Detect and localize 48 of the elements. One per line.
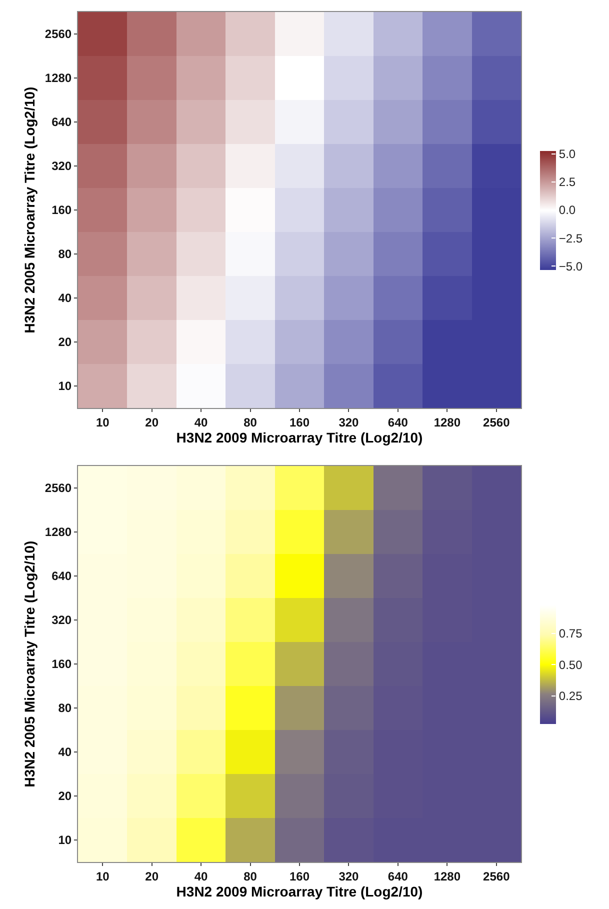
x-tick-label: 20 xyxy=(145,869,159,884)
color-bar-label: 0.75 xyxy=(558,626,583,641)
x-tick-label: 10 xyxy=(96,415,110,430)
x-tick-label: 10 xyxy=(96,869,110,884)
y-tick-label: 20 xyxy=(58,335,72,350)
color-bar-label: 2.5 xyxy=(558,175,576,190)
x-tick-label: 320 xyxy=(338,415,360,430)
x-tick-label: 80 xyxy=(244,869,258,884)
color-bar-label: 0.0 xyxy=(558,203,576,218)
y-tick-label: 2560 xyxy=(44,481,72,496)
y-tick-label: 40 xyxy=(58,291,72,306)
y-tick-label: 40 xyxy=(58,745,72,760)
x-tick-label: 320 xyxy=(338,869,360,884)
x-tick-label: 20 xyxy=(145,415,159,430)
y-tick-label: 160 xyxy=(52,657,72,672)
x-tick-label: 160 xyxy=(289,869,310,884)
color-bar-label: 0.25 xyxy=(558,689,583,704)
y-tick-label: 640 xyxy=(52,569,72,584)
y-axis-title: H3N2 2005 Microarray Titre (Log2/10) xyxy=(21,540,38,788)
y-tick-label: 320 xyxy=(52,613,72,628)
x-tick-label: 640 xyxy=(388,869,408,884)
y-tick-label: 80 xyxy=(58,701,72,716)
x-axis-title: H3N2 2009 Microarray Titre (Log2/10) xyxy=(176,429,423,446)
color-bar-label: −2.5 xyxy=(558,231,583,246)
color-bar-label: 0.50 xyxy=(558,658,583,672)
x-axis-title: H3N2 2009 Microarray Titre (Log2/10) xyxy=(176,883,423,900)
color-bar-label: 5.0 xyxy=(558,147,576,162)
y-tick-label: 10 xyxy=(58,833,72,848)
y-tick-label: 160 xyxy=(52,203,72,218)
y-tick-label: 640 xyxy=(52,115,72,130)
color-bar-label: −5.0 xyxy=(558,259,583,274)
x-tick-label: 1280 xyxy=(434,415,461,430)
y-tick-label: 80 xyxy=(58,247,72,262)
y-axis-title: H3N2 2005 Microarray Titre (Log2/10) xyxy=(21,86,38,334)
x-tick-label: 40 xyxy=(194,415,208,430)
y-tick-label: 1280 xyxy=(44,71,72,86)
x-tick-label: 40 xyxy=(194,869,208,884)
y-tick-label: 1280 xyxy=(44,525,72,540)
y-tick-label: 10 xyxy=(58,379,72,394)
x-tick-label: 640 xyxy=(388,415,408,430)
y-tick-label: 320 xyxy=(52,159,72,174)
x-tick-label: 2560 xyxy=(483,869,510,884)
x-tick-label: 1280 xyxy=(434,869,461,884)
y-tick-label: 20 xyxy=(58,789,72,804)
x-tick-label: 160 xyxy=(289,415,310,430)
x-tick-label: 80 xyxy=(244,415,258,430)
x-tick-label: 2560 xyxy=(483,415,510,430)
y-tick-label: 2560 xyxy=(44,27,72,42)
